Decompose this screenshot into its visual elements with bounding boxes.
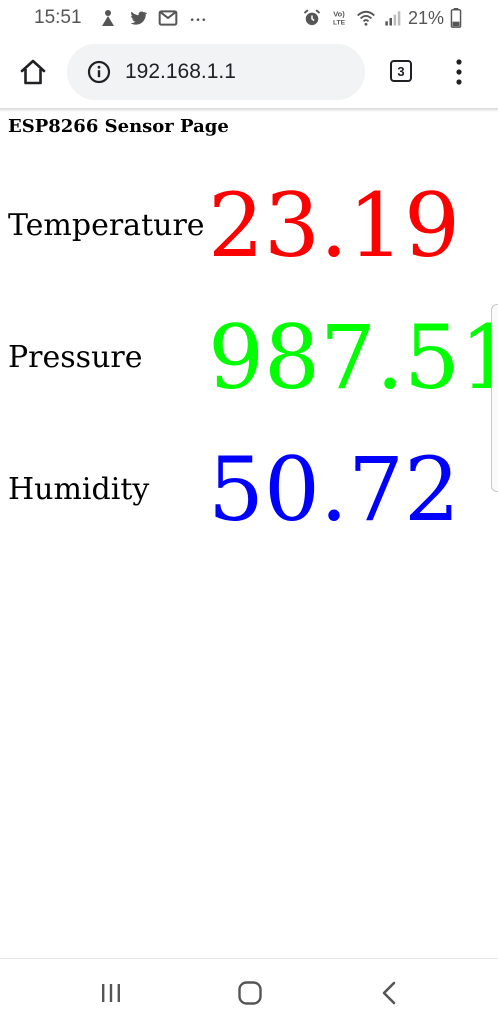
status-bar-right: Vo) LTE 21% <box>302 6 462 30</box>
signal-icon <box>382 8 402 28</box>
clock: 15:51 <box>34 7 82 28</box>
battery-percent: 21% <box>407 7 444 28</box>
home-circle-icon <box>238 981 262 1005</box>
web-content: ESP8266 Sensor Page Temperature 23.19 Pr… <box>0 112 498 956</box>
wifi-icon <box>356 8 376 28</box>
info-icon[interactable] <box>87 60 111 84</box>
reading-pressure: Pressure 987.51 <box>0 308 498 408</box>
back-button[interactable] <box>376 979 404 1007</box>
tab-switcher-button[interactable]: 3 <box>390 60 412 82</box>
app-icon <box>98 8 118 28</box>
gmail-icon <box>158 8 178 28</box>
reading-humidity: Humidity 50.72 <box>0 440 498 540</box>
reading-temperature: Temperature 23.19 <box>0 176 498 276</box>
reading-label: Temperature <box>8 208 205 243</box>
reading-value: 50.72 <box>208 438 460 541</box>
svg-text:Vo): Vo) <box>333 9 345 18</box>
twitter-icon <box>128 8 148 28</box>
recent-apps-button[interactable] <box>97 979 125 1007</box>
toolbar-shadow <box>0 108 498 112</box>
recent-apps-icon <box>102 984 120 1002</box>
home-icon <box>20 59 46 85</box>
url-bar[interactable]: 192.168.1.1 <box>67 44 365 100</box>
status-bar-left: 15:51 <box>34 6 208 30</box>
reading-label: Pressure <box>8 340 143 375</box>
volte-icon: Vo) LTE <box>328 8 350 28</box>
overflow-menu-button[interactable] <box>448 58 470 86</box>
status-bar: 15:51 Vo) LTE 21% <box>0 0 498 36</box>
svg-text:LTE: LTE <box>333 20 346 27</box>
more-dots-icon <box>188 8 208 28</box>
page-title: ESP8266 Sensor Page <box>8 116 229 137</box>
scroll-handle[interactable] <box>491 304 498 492</box>
url-text[interactable]: 192.168.1.1 <box>125 60 236 83</box>
home-nav-button[interactable] <box>236 979 264 1007</box>
reading-value: 987.51 <box>208 306 498 409</box>
battery-icon <box>450 8 462 28</box>
alarm-icon <box>302 8 322 28</box>
reading-label: Humidity <box>8 472 150 507</box>
reading-value: 23.19 <box>208 174 460 277</box>
system-nav-bar <box>0 958 498 1024</box>
back-chevron-icon <box>382 981 396 1005</box>
browser-toolbar: 192.168.1.1 3 <box>0 36 498 108</box>
home-button[interactable] <box>18 57 48 87</box>
more-vert-icon <box>456 59 462 85</box>
